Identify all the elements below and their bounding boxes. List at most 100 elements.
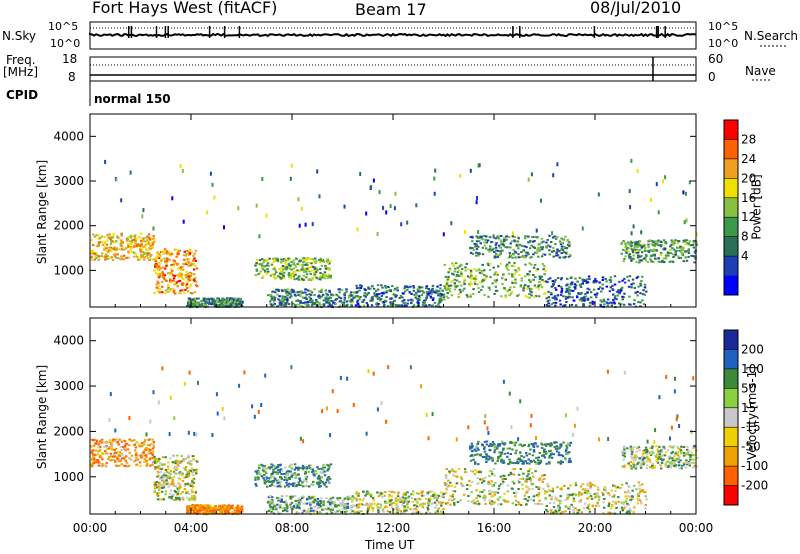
power-cell (375, 290, 377, 292)
velocity-cell (372, 507, 374, 509)
velocity-cell (353, 497, 355, 499)
power-cell (582, 227, 584, 231)
power-cell (665, 258, 667, 260)
velocity-cell (302, 495, 304, 497)
velocity-cell (160, 468, 162, 470)
power-cell (630, 260, 632, 262)
power-cell (613, 301, 615, 303)
velocity-cell (490, 493, 492, 495)
power-cell (346, 304, 348, 306)
power-cell (511, 240, 513, 242)
power-cell (483, 242, 485, 244)
velocity-cell (491, 457, 493, 459)
power-cell (185, 274, 187, 276)
power-cell (167, 291, 169, 293)
power-cell (593, 289, 595, 291)
power-cell (546, 297, 548, 299)
velocity-cell (366, 491, 368, 493)
power-cell (289, 265, 291, 267)
velocity-cell (482, 497, 484, 499)
velocity-cell (452, 474, 454, 476)
velocity-cell (557, 505, 559, 507)
power-cell (387, 286, 389, 288)
velocity-cell (493, 468, 495, 470)
power-cell (628, 280, 630, 282)
velocity-cell (388, 495, 390, 497)
velocity-cell (486, 444, 488, 446)
power-cell (106, 240, 108, 242)
velocity-cell (143, 461, 145, 463)
power-cell (341, 289, 343, 291)
power-cell (277, 289, 279, 291)
velocity-cell (270, 484, 272, 486)
velocity-cell (565, 505, 567, 507)
velocity-cell (362, 499, 364, 501)
power-cell (511, 275, 513, 277)
velocity-cell (513, 492, 515, 494)
velocity-cell (308, 471, 310, 473)
velocity-cell (491, 480, 493, 482)
power-cell (117, 257, 119, 259)
velocity-cell (389, 500, 391, 502)
power-cell (271, 273, 273, 275)
power-cell (130, 249, 132, 251)
power-cell (304, 289, 306, 291)
velocity-cell (289, 504, 291, 506)
power-cell (574, 278, 576, 280)
power-cell (633, 249, 635, 251)
velocity-cell (105, 453, 107, 455)
power-cell (500, 241, 502, 243)
velocity-cell (526, 486, 528, 488)
power-cell (470, 252, 472, 254)
power-cell (294, 294, 296, 296)
velocity-cell (207, 504, 209, 506)
power-cell (487, 263, 489, 265)
velocity-cell (415, 501, 417, 503)
power-cell (622, 249, 624, 251)
power-cell (203, 304, 205, 306)
power-cell (445, 276, 447, 278)
power-cell (112, 259, 114, 261)
velocity-cell (163, 479, 165, 481)
power-cell (323, 304, 325, 306)
velocity-cell (305, 478, 307, 480)
power-cell (491, 249, 493, 251)
power-cell (278, 295, 280, 297)
power-cell (226, 298, 228, 300)
power-cell (495, 286, 497, 288)
velocity-cell (158, 489, 160, 491)
velocity-cell (269, 468, 271, 470)
power-cell (325, 290, 327, 292)
velocity-cell (469, 485, 471, 487)
velocity-cell (284, 486, 286, 488)
power-cell (682, 190, 684, 194)
velocity-cell (274, 479, 276, 481)
power-cell (187, 290, 189, 292)
power-cell (316, 277, 318, 279)
velocity-cell (347, 503, 349, 505)
velocity-cell (515, 492, 517, 494)
velocity-cell (123, 458, 125, 460)
velocity-cell (514, 495, 516, 497)
power-cell (435, 290, 437, 292)
velocity-cell (526, 478, 528, 480)
velocity-cell (133, 439, 135, 441)
power-cell (320, 275, 322, 277)
velocity-cell (397, 492, 399, 494)
power-cell (254, 265, 256, 267)
velocity-cell (397, 512, 399, 514)
power-cell (478, 268, 480, 270)
velocity-cell (539, 452, 541, 454)
power-cell (568, 245, 570, 247)
velocity-cell (315, 470, 317, 472)
velocity-cell (175, 460, 177, 462)
velocity-cell (564, 510, 566, 512)
velocity-cell (491, 445, 493, 447)
power-cell (530, 288, 532, 290)
velocity-cell (224, 506, 226, 508)
power-cell (97, 234, 99, 236)
power-cell (693, 255, 695, 257)
power-cell (470, 169, 472, 173)
velocity-cell (159, 487, 161, 489)
power-cell (224, 301, 226, 303)
